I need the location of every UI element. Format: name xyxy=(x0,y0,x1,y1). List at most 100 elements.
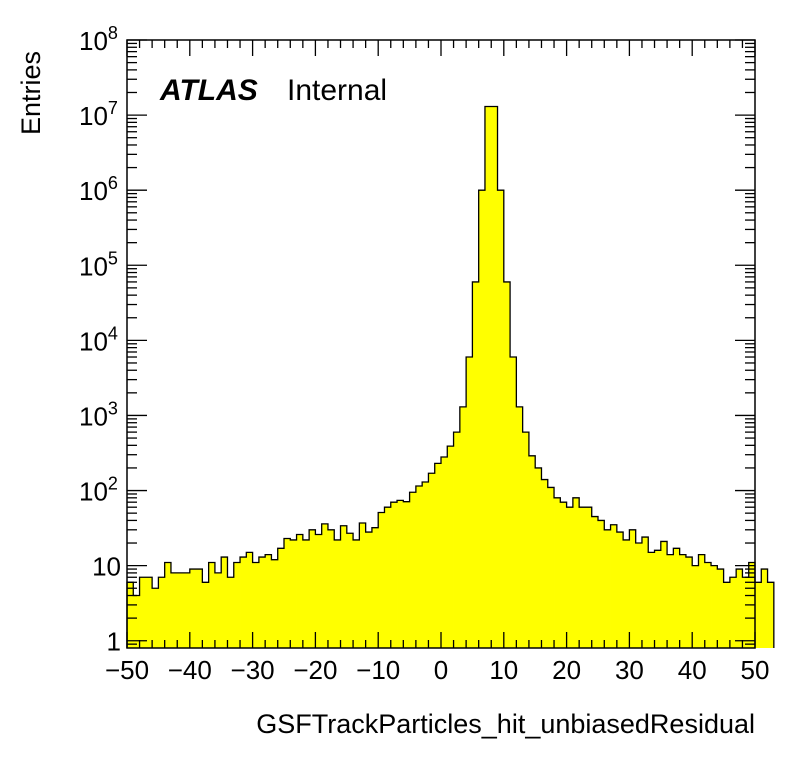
histogram-bin xyxy=(321,523,329,648)
histogram-bin xyxy=(698,554,706,648)
y-tick-labels: 1 10 102 103 104 105 106 107 108 xyxy=(79,23,121,657)
histogram-bin xyxy=(641,537,649,648)
y-tick-label: 1 xyxy=(107,627,121,657)
histogram-bin xyxy=(309,529,316,648)
histogram-bin xyxy=(560,502,567,648)
histogram-bin xyxy=(610,524,618,648)
histogram-outline-path xyxy=(126,105,775,648)
histogram-bin xyxy=(240,557,247,648)
histogram-bin xyxy=(604,529,611,648)
x-axis-title: GSFTrackParticles_hit_unbiasedResidual xyxy=(256,709,755,739)
histogram-bin xyxy=(497,190,505,649)
histogram-bin xyxy=(422,481,429,648)
histogram-bin xyxy=(428,473,436,648)
histogram-bin xyxy=(415,485,423,648)
histogram-bin xyxy=(673,548,681,648)
histogram-bin xyxy=(258,557,266,648)
y-tick-label: 104 xyxy=(79,323,118,356)
x-tick-label: −20 xyxy=(293,655,337,685)
histogram-bin xyxy=(535,467,542,648)
y-tick-label: 107 xyxy=(79,98,118,131)
histogram-bin xyxy=(434,463,442,648)
histogram-bin xyxy=(302,539,310,648)
histogram-bin xyxy=(629,529,637,648)
x-tick-label: −50 xyxy=(105,655,149,685)
histogram-bin xyxy=(327,529,335,648)
histogram-bin xyxy=(679,554,687,648)
histogram-bin xyxy=(491,106,498,649)
histogram-bin xyxy=(623,539,630,648)
histogram-bin xyxy=(478,190,486,649)
histogram-bin xyxy=(346,533,354,648)
histogram-bin xyxy=(233,562,241,648)
histogram-bin xyxy=(403,501,410,648)
histogram-bin xyxy=(371,527,379,648)
x-tick-label: 30 xyxy=(615,655,644,685)
histogram-bin xyxy=(616,532,624,648)
histogram-bin xyxy=(290,539,297,648)
histogram-bin xyxy=(271,559,279,648)
histogram-bin xyxy=(227,577,235,648)
histogram-bin xyxy=(284,538,291,648)
histogram-bin xyxy=(635,543,643,648)
histogram-bin xyxy=(755,582,762,648)
histogram-bin xyxy=(397,500,404,648)
axis-ticks xyxy=(126,39,756,648)
histogram-bin xyxy=(208,562,216,648)
histogram-bin xyxy=(541,479,549,648)
histogram-bin xyxy=(441,456,448,648)
histogram-bin xyxy=(742,577,750,648)
histogram-bin xyxy=(761,569,768,648)
histogram-bin xyxy=(736,569,743,648)
histogram-bin xyxy=(202,582,210,648)
histogram-bin xyxy=(510,357,517,648)
histogram-bin xyxy=(152,588,159,648)
histogram-bin xyxy=(554,497,561,648)
histogram-bin xyxy=(566,507,574,648)
histogram-bin xyxy=(127,582,134,648)
histogram-bin xyxy=(384,507,392,648)
x-tick-label: −40 xyxy=(168,655,212,685)
histogram-bin xyxy=(692,565,699,648)
histogram-bin xyxy=(409,492,417,648)
histogram-bin xyxy=(158,577,166,648)
histogram-bin xyxy=(145,577,153,648)
histogram-bin xyxy=(340,525,348,648)
histogram-bin xyxy=(177,572,184,648)
histogram-bin xyxy=(660,541,668,648)
histogram-bin xyxy=(183,572,191,648)
histogram-bin xyxy=(503,281,511,648)
atlas-label: ATLAS xyxy=(159,74,258,107)
histogram-bin xyxy=(704,562,712,648)
histogram-bin xyxy=(648,552,655,648)
histogram-bin xyxy=(133,595,140,648)
x-tick-label: 0 xyxy=(434,655,448,685)
histogram-bin xyxy=(723,582,731,648)
histogram-bin xyxy=(516,406,524,648)
histogram-bin xyxy=(277,548,285,648)
y-tick-label: 106 xyxy=(79,173,118,206)
histogram-bin xyxy=(729,577,737,648)
histogram-bin xyxy=(547,487,555,648)
y-axis-title: Entries xyxy=(16,51,46,135)
y-tick-label: 103 xyxy=(79,398,118,431)
histogram-bin xyxy=(246,552,253,648)
histogram-bin xyxy=(214,572,222,648)
y-tick-label: 10 xyxy=(92,552,121,582)
x-tick-label: 10 xyxy=(489,655,518,685)
histogram-bin xyxy=(189,569,197,648)
histogram-bin xyxy=(296,534,304,648)
histogram-bin xyxy=(170,572,178,648)
histogram-bin xyxy=(252,562,260,648)
histogram-bin xyxy=(466,357,473,648)
y-tick-label: 105 xyxy=(79,248,118,281)
histogram-bin xyxy=(390,502,398,648)
histogram-bin xyxy=(484,106,492,649)
histogram-bin xyxy=(447,446,454,648)
x-tick-label: −10 xyxy=(356,655,400,685)
histogram-bin xyxy=(315,534,323,648)
histogram-bars xyxy=(127,106,775,649)
histogram-bin xyxy=(334,539,341,648)
histogram-bin xyxy=(522,432,530,648)
